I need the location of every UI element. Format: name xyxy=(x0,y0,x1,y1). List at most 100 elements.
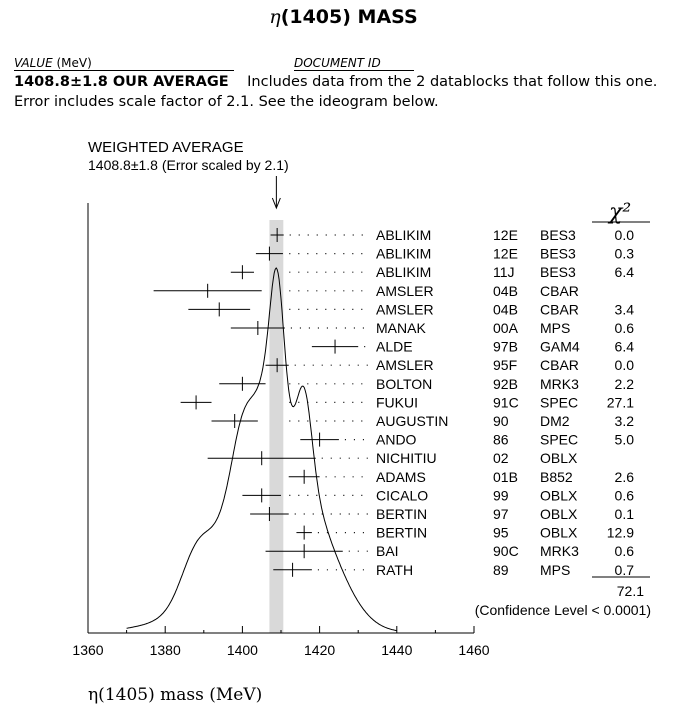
measurement-chi2: 6.4 xyxy=(615,339,635,355)
measurement-experiment: B852 xyxy=(540,469,573,485)
average-line: 1408.8±1.8 OUR AVERAGE Includes data fro… xyxy=(14,72,679,112)
measurement-chi2: 6.4 xyxy=(615,264,635,280)
measurement-experiment: BES3 xyxy=(540,246,576,262)
chart-subtitle: 1408.8±1.8 (Error scaled by 2.1) xyxy=(88,157,289,173)
measurement-author: AMSLER xyxy=(376,283,434,299)
x-tick-label: 1380 xyxy=(150,642,181,658)
x-axis-label: η(1405) mass (MeV) xyxy=(88,685,262,705)
measurement-chi2: 0.0 xyxy=(615,357,635,373)
measurement-year: 12E xyxy=(493,227,518,243)
measurement-year: 95F xyxy=(493,357,517,373)
measurement-chi2: 0.6 xyxy=(615,543,635,559)
measurement-experiment: CBAR xyxy=(540,301,579,317)
measurement-author: NICHITIU xyxy=(376,450,437,466)
measurement-experiment: OBLX xyxy=(540,506,578,522)
measurement-author: BERTIN xyxy=(376,506,427,522)
measurement-author: RATH xyxy=(376,562,413,578)
measurement-author: ABLIKIM xyxy=(376,227,431,243)
measurement-chi2: 0.3 xyxy=(615,246,635,262)
x-tick-label: 1400 xyxy=(227,642,258,658)
measurement-author: BAI xyxy=(376,543,399,559)
average-arrowhead xyxy=(271,197,281,210)
measurement-author: BERTIN xyxy=(376,525,427,541)
measurement-experiment: OBLX xyxy=(540,450,578,466)
measurement-year: 01B xyxy=(493,469,518,485)
measurement-year: 99 xyxy=(493,487,509,503)
value-column-header: VALUE (MeV) xyxy=(14,56,234,71)
measurement-year: 86 xyxy=(493,432,509,448)
measurement-chi2: 3.2 xyxy=(615,413,635,429)
measurement-chi2: 3.4 xyxy=(615,301,635,317)
measurement-experiment: CBAR xyxy=(540,357,579,373)
measurement-experiment: BES3 xyxy=(540,227,576,243)
measurement-year: 97 xyxy=(493,506,509,522)
measurement-chi2: 0.1 xyxy=(615,506,635,522)
measurement-year: 89 xyxy=(493,562,509,578)
measurement-year: 00A xyxy=(493,320,519,336)
measurement-experiment: MRK3 xyxy=(540,543,579,559)
measurement-year: 97B xyxy=(493,339,518,355)
measurement-experiment: MPS xyxy=(540,320,570,336)
measurement-chi2: 0.6 xyxy=(615,320,635,336)
measurement-chi2: 12.9 xyxy=(607,525,634,541)
measurement-experiment: SPEC xyxy=(540,394,578,410)
measurement-chi2: 5.0 xyxy=(615,432,635,448)
measurement-year: 04B xyxy=(493,301,518,317)
average-note: Includes data from the 2 datablocks that… xyxy=(14,74,658,110)
measurement-author: AUGUSTIN xyxy=(376,413,448,429)
x-tick-label: 1460 xyxy=(458,642,489,658)
confidence-level: (Confidence Level < 0.0001) xyxy=(475,602,651,618)
measurement-author: ANDO xyxy=(376,432,417,448)
page-title: η(1405) MASS xyxy=(0,6,687,28)
measurement-chi2: 2.2 xyxy=(615,376,635,392)
measurement-year: 02 xyxy=(493,450,509,466)
measurement-author: ALDE xyxy=(376,339,413,355)
measurement-author: AMSLER xyxy=(376,301,434,317)
document-label: DOCUMENT ID xyxy=(294,56,381,70)
x-tick-label: 1360 xyxy=(72,642,103,658)
measurement-year: 04B xyxy=(493,283,518,299)
measurement-author: CICALO xyxy=(376,487,428,503)
measurement-experiment: MRK3 xyxy=(540,376,579,392)
measurement-author: MANAK xyxy=(376,320,426,336)
chart-title: WEIGHTED AVERAGE xyxy=(88,139,244,156)
measurement-experiment: MPS xyxy=(540,562,570,578)
measurement-experiment: OBLX xyxy=(540,487,578,503)
measurement-year: 90 xyxy=(493,413,509,429)
x-tick-label: 1420 xyxy=(304,642,335,658)
measurement-year: 95 xyxy=(493,525,509,541)
title-text: (1405) MASS xyxy=(280,6,418,28)
value-unit: (MeV) xyxy=(56,56,92,70)
measurement-experiment: DM2 xyxy=(540,413,570,429)
average-band xyxy=(269,220,284,633)
document-column-header: DOCUMENT ID xyxy=(294,56,414,71)
measurement-author: FUKUI xyxy=(376,394,418,410)
x-tick-label: 1440 xyxy=(381,642,412,658)
measurement-experiment: SPEC xyxy=(540,432,578,448)
measurement-chi2: 0.7 xyxy=(615,562,635,578)
value-label: VALUE xyxy=(14,56,53,70)
title-particle: η xyxy=(269,6,281,28)
measurement-chi2: 0.6 xyxy=(615,487,635,503)
measurement-chi2: 2.6 xyxy=(615,469,635,485)
measurement-experiment: BES3 xyxy=(540,264,576,280)
measurement-author: BOLTON xyxy=(376,376,432,392)
average-value: 1408.8±1.8 OUR AVERAGE xyxy=(14,74,229,90)
measurement-chi2: 0.0 xyxy=(615,227,635,243)
chi2-header: χ² xyxy=(607,200,631,225)
measurement-year: 90C xyxy=(493,543,519,559)
measurement-chi2: 27.1 xyxy=(607,394,634,410)
measurement-year: 92B xyxy=(493,376,518,392)
measurement-author: ABLIKIM xyxy=(376,246,431,262)
measurement-author: ADAMS xyxy=(376,469,426,485)
measurement-experiment: OBLX xyxy=(540,525,578,541)
ideogram-curve xyxy=(126,267,397,632)
measurement-year: 11J xyxy=(493,264,515,280)
measurement-author: ABLIKIM xyxy=(376,264,431,280)
measurement-experiment: CBAR xyxy=(540,283,579,299)
measurement-author: AMSLER xyxy=(376,357,434,373)
measurement-year: 91C xyxy=(493,394,519,410)
measurement-experiment: GAM4 xyxy=(540,339,580,355)
measurement-year: 12E xyxy=(493,246,518,262)
